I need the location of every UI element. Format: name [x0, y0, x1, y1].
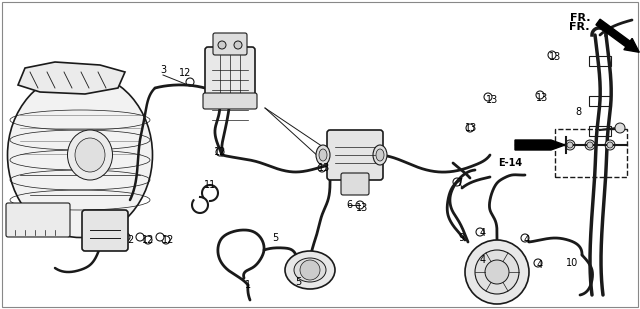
Circle shape — [475, 250, 519, 294]
Circle shape — [318, 164, 326, 172]
Circle shape — [605, 140, 615, 150]
FancyBboxPatch shape — [341, 173, 369, 195]
Text: 5: 5 — [272, 233, 278, 243]
FancyBboxPatch shape — [327, 130, 383, 180]
FancyBboxPatch shape — [213, 33, 247, 55]
Ellipse shape — [285, 251, 335, 289]
Text: 12: 12 — [142, 235, 154, 245]
Circle shape — [585, 140, 595, 150]
Bar — [589, 56, 611, 66]
Text: 13: 13 — [486, 95, 498, 105]
Circle shape — [216, 148, 224, 156]
Circle shape — [565, 140, 575, 150]
Bar — [589, 96, 611, 106]
Text: 13: 13 — [536, 93, 548, 103]
FancyBboxPatch shape — [203, 93, 257, 109]
Circle shape — [144, 236, 152, 244]
Text: E-14: E-14 — [498, 158, 522, 168]
Circle shape — [453, 178, 461, 186]
FancyBboxPatch shape — [82, 210, 128, 251]
Ellipse shape — [316, 145, 330, 165]
Circle shape — [218, 41, 226, 49]
Circle shape — [567, 142, 573, 148]
FancyBboxPatch shape — [205, 47, 255, 103]
Text: 4: 4 — [480, 228, 486, 238]
Circle shape — [615, 123, 625, 133]
Text: 8: 8 — [575, 107, 581, 117]
Circle shape — [466, 124, 474, 132]
Text: 4: 4 — [537, 260, 543, 270]
Text: 13: 13 — [356, 203, 368, 213]
Text: 5: 5 — [295, 277, 301, 287]
Text: 2: 2 — [127, 235, 133, 245]
Circle shape — [465, 240, 529, 304]
Text: 4: 4 — [480, 255, 486, 265]
Ellipse shape — [8, 73, 152, 238]
Text: 13: 13 — [549, 52, 561, 62]
Circle shape — [122, 233, 130, 241]
Circle shape — [484, 93, 492, 101]
Circle shape — [485, 260, 509, 284]
Text: FR.: FR. — [570, 22, 590, 32]
Circle shape — [478, 254, 486, 262]
Text: 3: 3 — [160, 65, 166, 75]
Text: 6: 6 — [346, 200, 352, 210]
Circle shape — [536, 91, 544, 99]
Ellipse shape — [319, 149, 327, 161]
Circle shape — [476, 228, 484, 236]
Circle shape — [162, 236, 170, 244]
Text: FR.: FR. — [570, 13, 590, 23]
Text: 13: 13 — [465, 123, 477, 133]
FancyArrow shape — [515, 140, 565, 150]
Circle shape — [534, 259, 542, 267]
Text: 13: 13 — [318, 163, 330, 173]
Text: 12: 12 — [162, 235, 174, 245]
Ellipse shape — [376, 149, 384, 161]
Circle shape — [607, 142, 613, 148]
Ellipse shape — [373, 145, 387, 165]
Circle shape — [300, 260, 320, 280]
Circle shape — [548, 51, 556, 59]
Circle shape — [521, 234, 529, 242]
Polygon shape — [18, 62, 125, 94]
Text: 12: 12 — [179, 68, 191, 78]
Ellipse shape — [75, 138, 105, 172]
Ellipse shape — [67, 130, 113, 180]
Text: 12: 12 — [214, 147, 226, 157]
FancyArrow shape — [596, 19, 639, 52]
Text: 4: 4 — [524, 235, 530, 245]
Text: 9: 9 — [458, 233, 464, 243]
Ellipse shape — [294, 258, 326, 282]
Text: 10: 10 — [566, 258, 578, 268]
Circle shape — [186, 78, 194, 86]
Bar — [589, 126, 611, 136]
Text: 7: 7 — [456, 178, 462, 188]
FancyBboxPatch shape — [6, 203, 70, 237]
Circle shape — [136, 233, 144, 241]
Circle shape — [156, 233, 164, 241]
Circle shape — [587, 142, 593, 148]
Circle shape — [234, 41, 242, 49]
Circle shape — [356, 201, 364, 209]
Text: 1: 1 — [245, 280, 251, 290]
Text: 11: 11 — [204, 180, 216, 190]
